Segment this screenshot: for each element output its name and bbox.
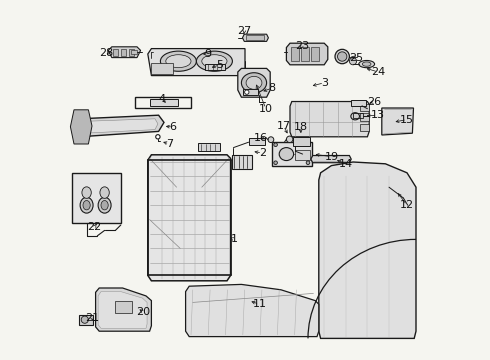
Text: 27: 27 [237,26,251,36]
Text: 11: 11 [252,299,267,309]
Text: 5: 5 [216,60,223,70]
Ellipse shape [306,161,310,165]
Bar [291,47,299,61]
Text: 3: 3 [320,78,328,88]
Text: 23: 23 [295,41,309,51]
Text: 8: 8 [269,83,275,93]
Bar [198,143,220,151]
Text: 9: 9 [205,49,212,59]
Bar [243,89,258,95]
Text: 10: 10 [259,104,273,114]
Bar [360,124,369,131]
Ellipse shape [349,58,357,65]
Bar [311,47,319,61]
Ellipse shape [286,136,293,143]
Ellipse shape [98,197,111,213]
Bar [351,100,366,106]
Bar [248,138,265,145]
Polygon shape [108,47,141,58]
Bar [360,113,369,121]
Polygon shape [382,108,414,135]
Text: 24: 24 [371,67,385,77]
Polygon shape [311,156,351,163]
Ellipse shape [202,55,227,68]
Bar [129,49,134,56]
Ellipse shape [363,62,371,66]
Text: 18: 18 [294,122,308,132]
Bar [121,49,126,56]
Polygon shape [71,110,92,144]
Ellipse shape [196,51,232,71]
Polygon shape [81,119,158,133]
Text: 13: 13 [370,110,385,120]
Bar [113,49,118,56]
Ellipse shape [156,135,160,139]
Polygon shape [293,137,310,146]
Polygon shape [74,115,164,137]
Bar [360,104,369,111]
Bar [246,35,264,40]
Bar [151,63,173,74]
Text: 22: 22 [87,222,101,232]
Bar [205,64,225,70]
Bar [272,142,312,166]
Text: 1: 1 [231,234,238,244]
Text: 19: 19 [324,152,339,162]
Ellipse shape [279,148,294,161]
Ellipse shape [351,113,360,120]
Text: 28: 28 [99,48,114,58]
Ellipse shape [100,187,109,198]
Ellipse shape [274,161,277,165]
Ellipse shape [80,197,93,213]
Ellipse shape [82,187,91,198]
Ellipse shape [268,137,274,143]
Text: 21: 21 [85,312,99,323]
Polygon shape [148,155,231,281]
Polygon shape [232,155,252,169]
Text: 17: 17 [276,121,291,131]
Text: 7: 7 [166,139,173,149]
Polygon shape [286,43,328,65]
Ellipse shape [274,143,277,147]
Text: 2: 2 [259,148,266,158]
Text: 16: 16 [253,132,268,143]
Bar [79,315,93,325]
Polygon shape [98,292,147,328]
Ellipse shape [359,60,374,68]
Polygon shape [243,34,269,41]
Bar [353,113,363,118]
Bar [301,47,309,61]
Text: 15: 15 [400,114,414,125]
Bar [149,99,178,106]
Text: 20: 20 [136,307,150,317]
Text: 26: 26 [368,96,382,107]
Ellipse shape [306,143,310,147]
Ellipse shape [83,201,90,210]
Polygon shape [319,162,416,338]
Ellipse shape [246,76,262,89]
Ellipse shape [160,51,196,71]
Ellipse shape [81,316,88,323]
Text: 25: 25 [349,53,363,63]
Ellipse shape [338,52,347,61]
Ellipse shape [335,49,349,64]
Polygon shape [148,49,245,76]
Ellipse shape [242,73,267,93]
Text: 6: 6 [170,122,176,132]
Text: 14: 14 [339,159,353,169]
Text: 12: 12 [400,200,414,210]
Bar [116,301,132,313]
Ellipse shape [101,201,108,210]
Bar [72,173,121,223]
Ellipse shape [245,90,249,94]
Text: 4: 4 [159,94,166,104]
Ellipse shape [166,55,191,68]
Polygon shape [238,68,270,97]
Polygon shape [96,288,151,331]
Bar [131,50,137,54]
Polygon shape [186,284,319,337]
Bar [295,150,310,160]
Bar [135,97,191,108]
Polygon shape [290,102,369,137]
